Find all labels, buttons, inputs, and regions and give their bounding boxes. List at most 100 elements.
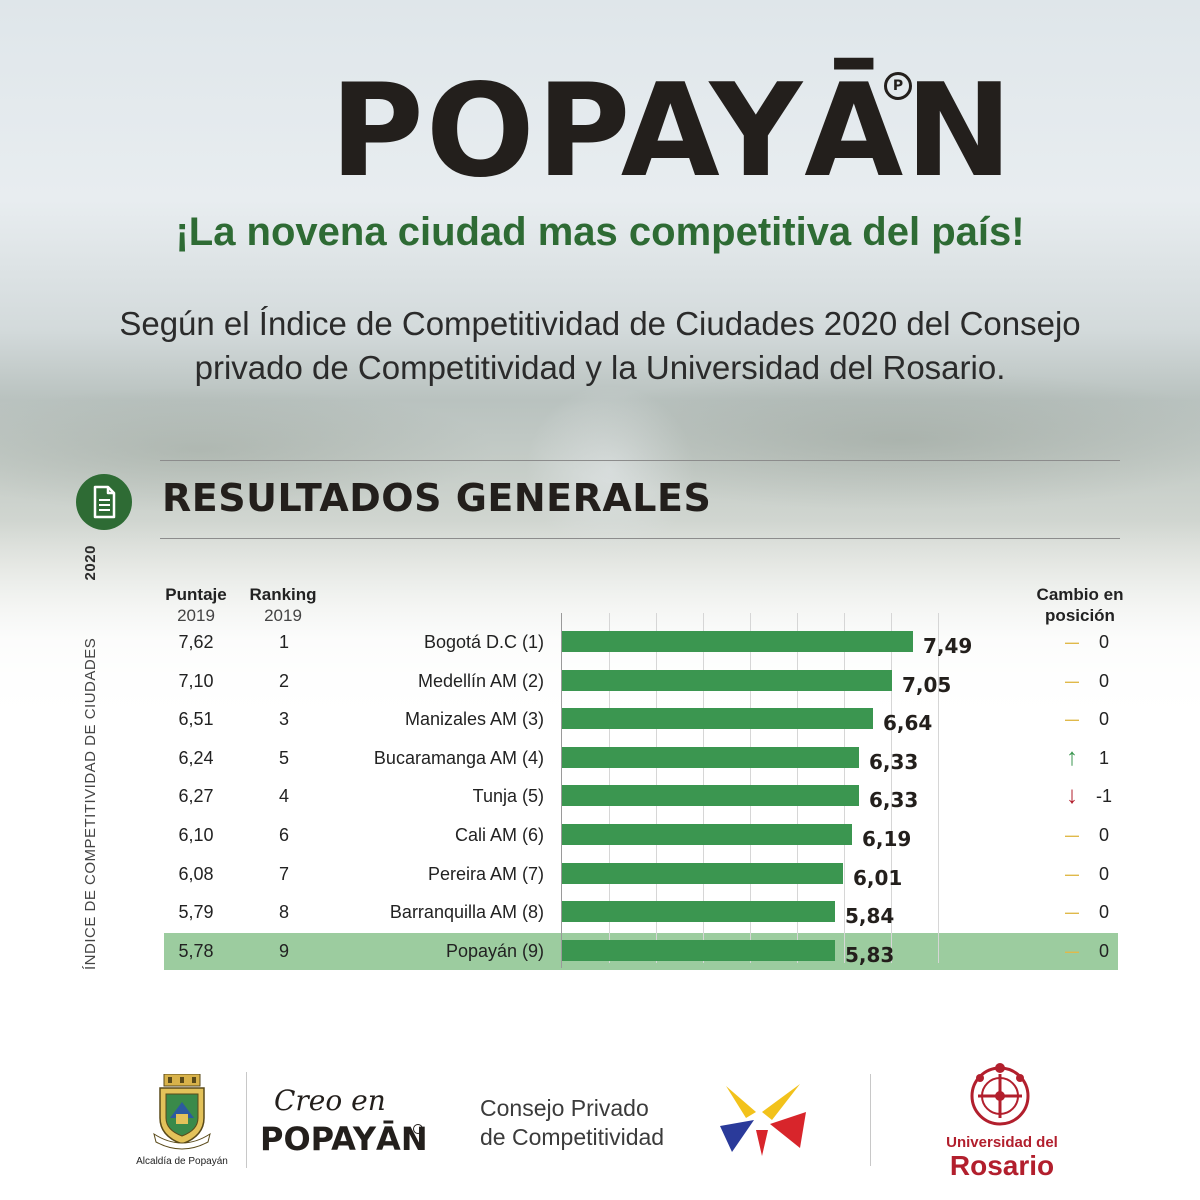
position-change-value: 0 <box>1098 709 1109 729</box>
document-icon <box>76 474 132 530</box>
table-row: 5,79 8 Barranquilla AM (8) — 0 <box>0 894 1200 930</box>
city-label: Barranquilla AM (8) <box>389 902 544 922</box>
header-rank-2019: Ranking 2019 <box>240 584 326 626</box>
bar <box>562 631 913 652</box>
table-row: 7,62 1 Bogotá D.C (1) — 0 <box>0 624 1200 660</box>
score-2019: 7,62 <box>178 632 214 652</box>
creo-en-script: Creo en <box>274 1084 386 1117</box>
bar <box>562 708 873 729</box>
score-2019: 5,78 <box>178 941 214 961</box>
position-change-value: 0 <box>1098 671 1109 691</box>
position-change-value: 1 <box>1098 748 1109 768</box>
city-label: Pereira AM (7) <box>427 864 544 884</box>
rosario-label: Universidad del Rosario <box>938 1134 1066 1181</box>
table-row: 6,51 3 Manizales AM (3) — 0 <box>0 701 1200 737</box>
bar-value-label: 6,01 <box>853 866 903 890</box>
dash-icon: — <box>1065 634 1079 650</box>
ranking-2019: 9 <box>278 941 289 961</box>
dash-icon: — <box>1065 943 1079 959</box>
alcaldia-label: Alcaldía de Popayán <box>136 1156 228 1167</box>
bar-value-label: 7,05 <box>902 673 952 697</box>
ranking-2019: 8 <box>278 902 289 922</box>
consejo-privado-logo-icon <box>720 1084 806 1156</box>
bar <box>562 863 843 884</box>
ranking-2019: 6 <box>278 825 289 845</box>
arrow-down-icon: ↓ <box>1066 782 1078 809</box>
footer-divider-2 <box>870 1074 871 1166</box>
ranking-2019: 4 <box>278 786 289 806</box>
subtext: Según el Índice de Competitividad de Ciu… <box>60 302 1140 390</box>
bar-value-label: 5,84 <box>845 904 895 928</box>
table-row: 6,24 5 Bucaramanga AM (4) ↑ 1 <box>0 740 1200 776</box>
score-2019: 7,10 <box>178 671 214 691</box>
grid-line <box>938 613 939 963</box>
bar <box>562 901 835 922</box>
score-2019: 6,27 <box>178 786 214 806</box>
dash-icon: — <box>1065 673 1079 689</box>
position-change-value: 0 <box>1098 825 1109 845</box>
registered-mark-icon: P <box>884 72 912 100</box>
score-2019: 6,10 <box>178 825 214 845</box>
position-change-value: -1 <box>1095 786 1112 806</box>
dash-icon: — <box>1065 866 1079 882</box>
chart-axis <box>561 613 562 968</box>
bar <box>562 670 892 691</box>
header-rank-title: Ranking <box>249 585 317 604</box>
footer-divider-1 <box>246 1072 247 1168</box>
ranking-2019: 1 <box>278 632 289 652</box>
score-2019: 5,79 <box>178 902 214 922</box>
subtext-line-1: Según el Índice de Competitividad de Ciu… <box>119 305 1081 342</box>
divider-bottom <box>160 538 1120 539</box>
alcaldia-crest-icon <box>153 1074 211 1150</box>
city-label: Popayán (9) <box>445 941 544 961</box>
arrow-up-icon: ↑ <box>1066 744 1078 771</box>
city-label: Tunja (5) <box>472 786 544 806</box>
header-rank-year: 2019 <box>264 606 302 625</box>
bar-value-label: 6,64 <box>883 711 933 735</box>
registered-mark-small-icon <box>413 1124 423 1134</box>
bar <box>562 940 835 961</box>
table-row: 6,27 4 Tunja (5) ↓ -1 <box>0 778 1200 814</box>
table-row-highlight: 5,78 9 Popayán (9) — 0 <box>0 933 1200 969</box>
creo-popayan-logo: POPAYĀN <box>260 1120 428 1158</box>
bar-value-label: 6,33 <box>869 750 919 774</box>
header-position-change: Cambio en posición <box>1020 584 1140 626</box>
header-score-title: Puntaje <box>165 585 227 604</box>
rosario-line-1: Universidad del <box>946 1134 1058 1151</box>
cpc-line-1: Consejo Privado <box>480 1095 649 1121</box>
rosario-seal-icon <box>970 1063 1030 1126</box>
cpc-line-2: de Competitividad <box>480 1124 665 1150</box>
city-skyline-background <box>0 330 1200 630</box>
dash-icon: — <box>1065 711 1079 727</box>
section-title: RESULTADOS GENERALES <box>162 476 712 520</box>
score-2019: 6,08 <box>178 864 214 884</box>
city-label: Manizales AM (3) <box>404 709 544 729</box>
ranking-2019: 3 <box>278 709 289 729</box>
header-score-2019: Puntaje 2019 <box>156 584 236 626</box>
header-score-year: 2019 <box>177 606 215 625</box>
position-change-value: 0 <box>1098 632 1109 652</box>
bar <box>562 824 852 845</box>
table-row: 6,10 6 Cali AM (6) — 0 <box>0 817 1200 853</box>
score-2019: 6,24 <box>178 748 214 768</box>
position-change-value: 0 <box>1098 902 1109 922</box>
divider-top <box>160 460 1120 461</box>
bar-value-label: 6,19 <box>862 827 912 851</box>
bar-value-label: 5,83 <box>845 943 895 967</box>
table-row: 7,10 2 Medellín AM (2) — 0 <box>0 663 1200 699</box>
consejo-privado-label: Consejo Privado de Competitividad <box>480 1094 720 1152</box>
rosario-line-2: Rosario <box>949 1150 1055 1181</box>
table-row: 6,08 7 Pereira AM (7) — 0 <box>0 856 1200 892</box>
subtext-line-2: privado de Competitividad y la Universid… <box>194 349 1006 386</box>
grid-line <box>891 613 892 963</box>
bar-value-label: 6,33 <box>869 788 919 812</box>
bar <box>562 747 859 768</box>
city-label: Bogotá D.C (1) <box>423 632 544 652</box>
header-change-line-1: Cambio en <box>1036 585 1124 604</box>
city-label: Cali AM (6) <box>454 825 544 845</box>
ranking-2019: 2 <box>278 671 289 691</box>
dash-icon: — <box>1065 904 1079 920</box>
score-2019: 6,51 <box>178 709 214 729</box>
position-change-value: 0 <box>1098 864 1109 884</box>
